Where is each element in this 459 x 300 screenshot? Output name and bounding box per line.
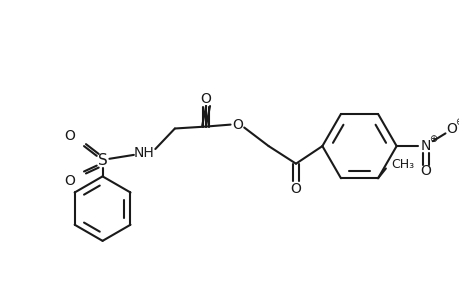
Text: ⊖: ⊖ <box>454 117 459 127</box>
Text: S: S <box>97 153 107 168</box>
Text: O: O <box>290 182 301 196</box>
Text: CH₃: CH₃ <box>391 158 414 171</box>
Text: O: O <box>200 92 211 106</box>
Text: O: O <box>231 118 242 132</box>
Text: O: O <box>64 129 75 143</box>
Text: ⊕: ⊕ <box>428 134 436 144</box>
Text: NH: NH <box>133 146 154 160</box>
Text: O: O <box>64 174 75 188</box>
Text: N: N <box>420 139 430 153</box>
Text: O: O <box>445 122 456 136</box>
Text: O: O <box>420 164 431 178</box>
